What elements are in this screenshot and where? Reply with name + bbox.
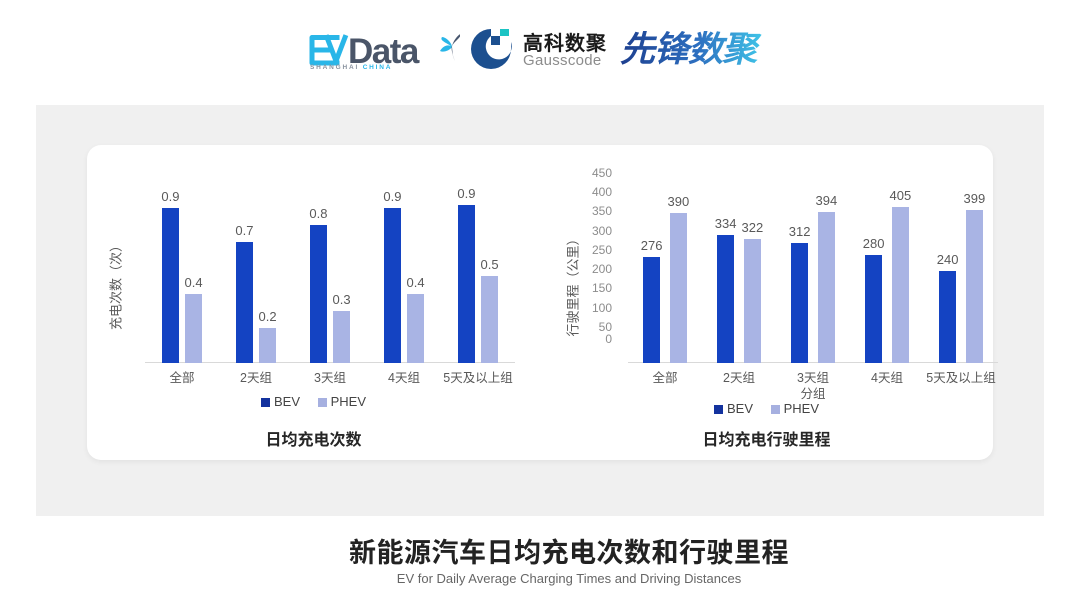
- svg-text:Gausscode: Gausscode: [523, 52, 602, 69]
- svg-text:先锋数聚: 先锋数聚: [620, 30, 762, 69]
